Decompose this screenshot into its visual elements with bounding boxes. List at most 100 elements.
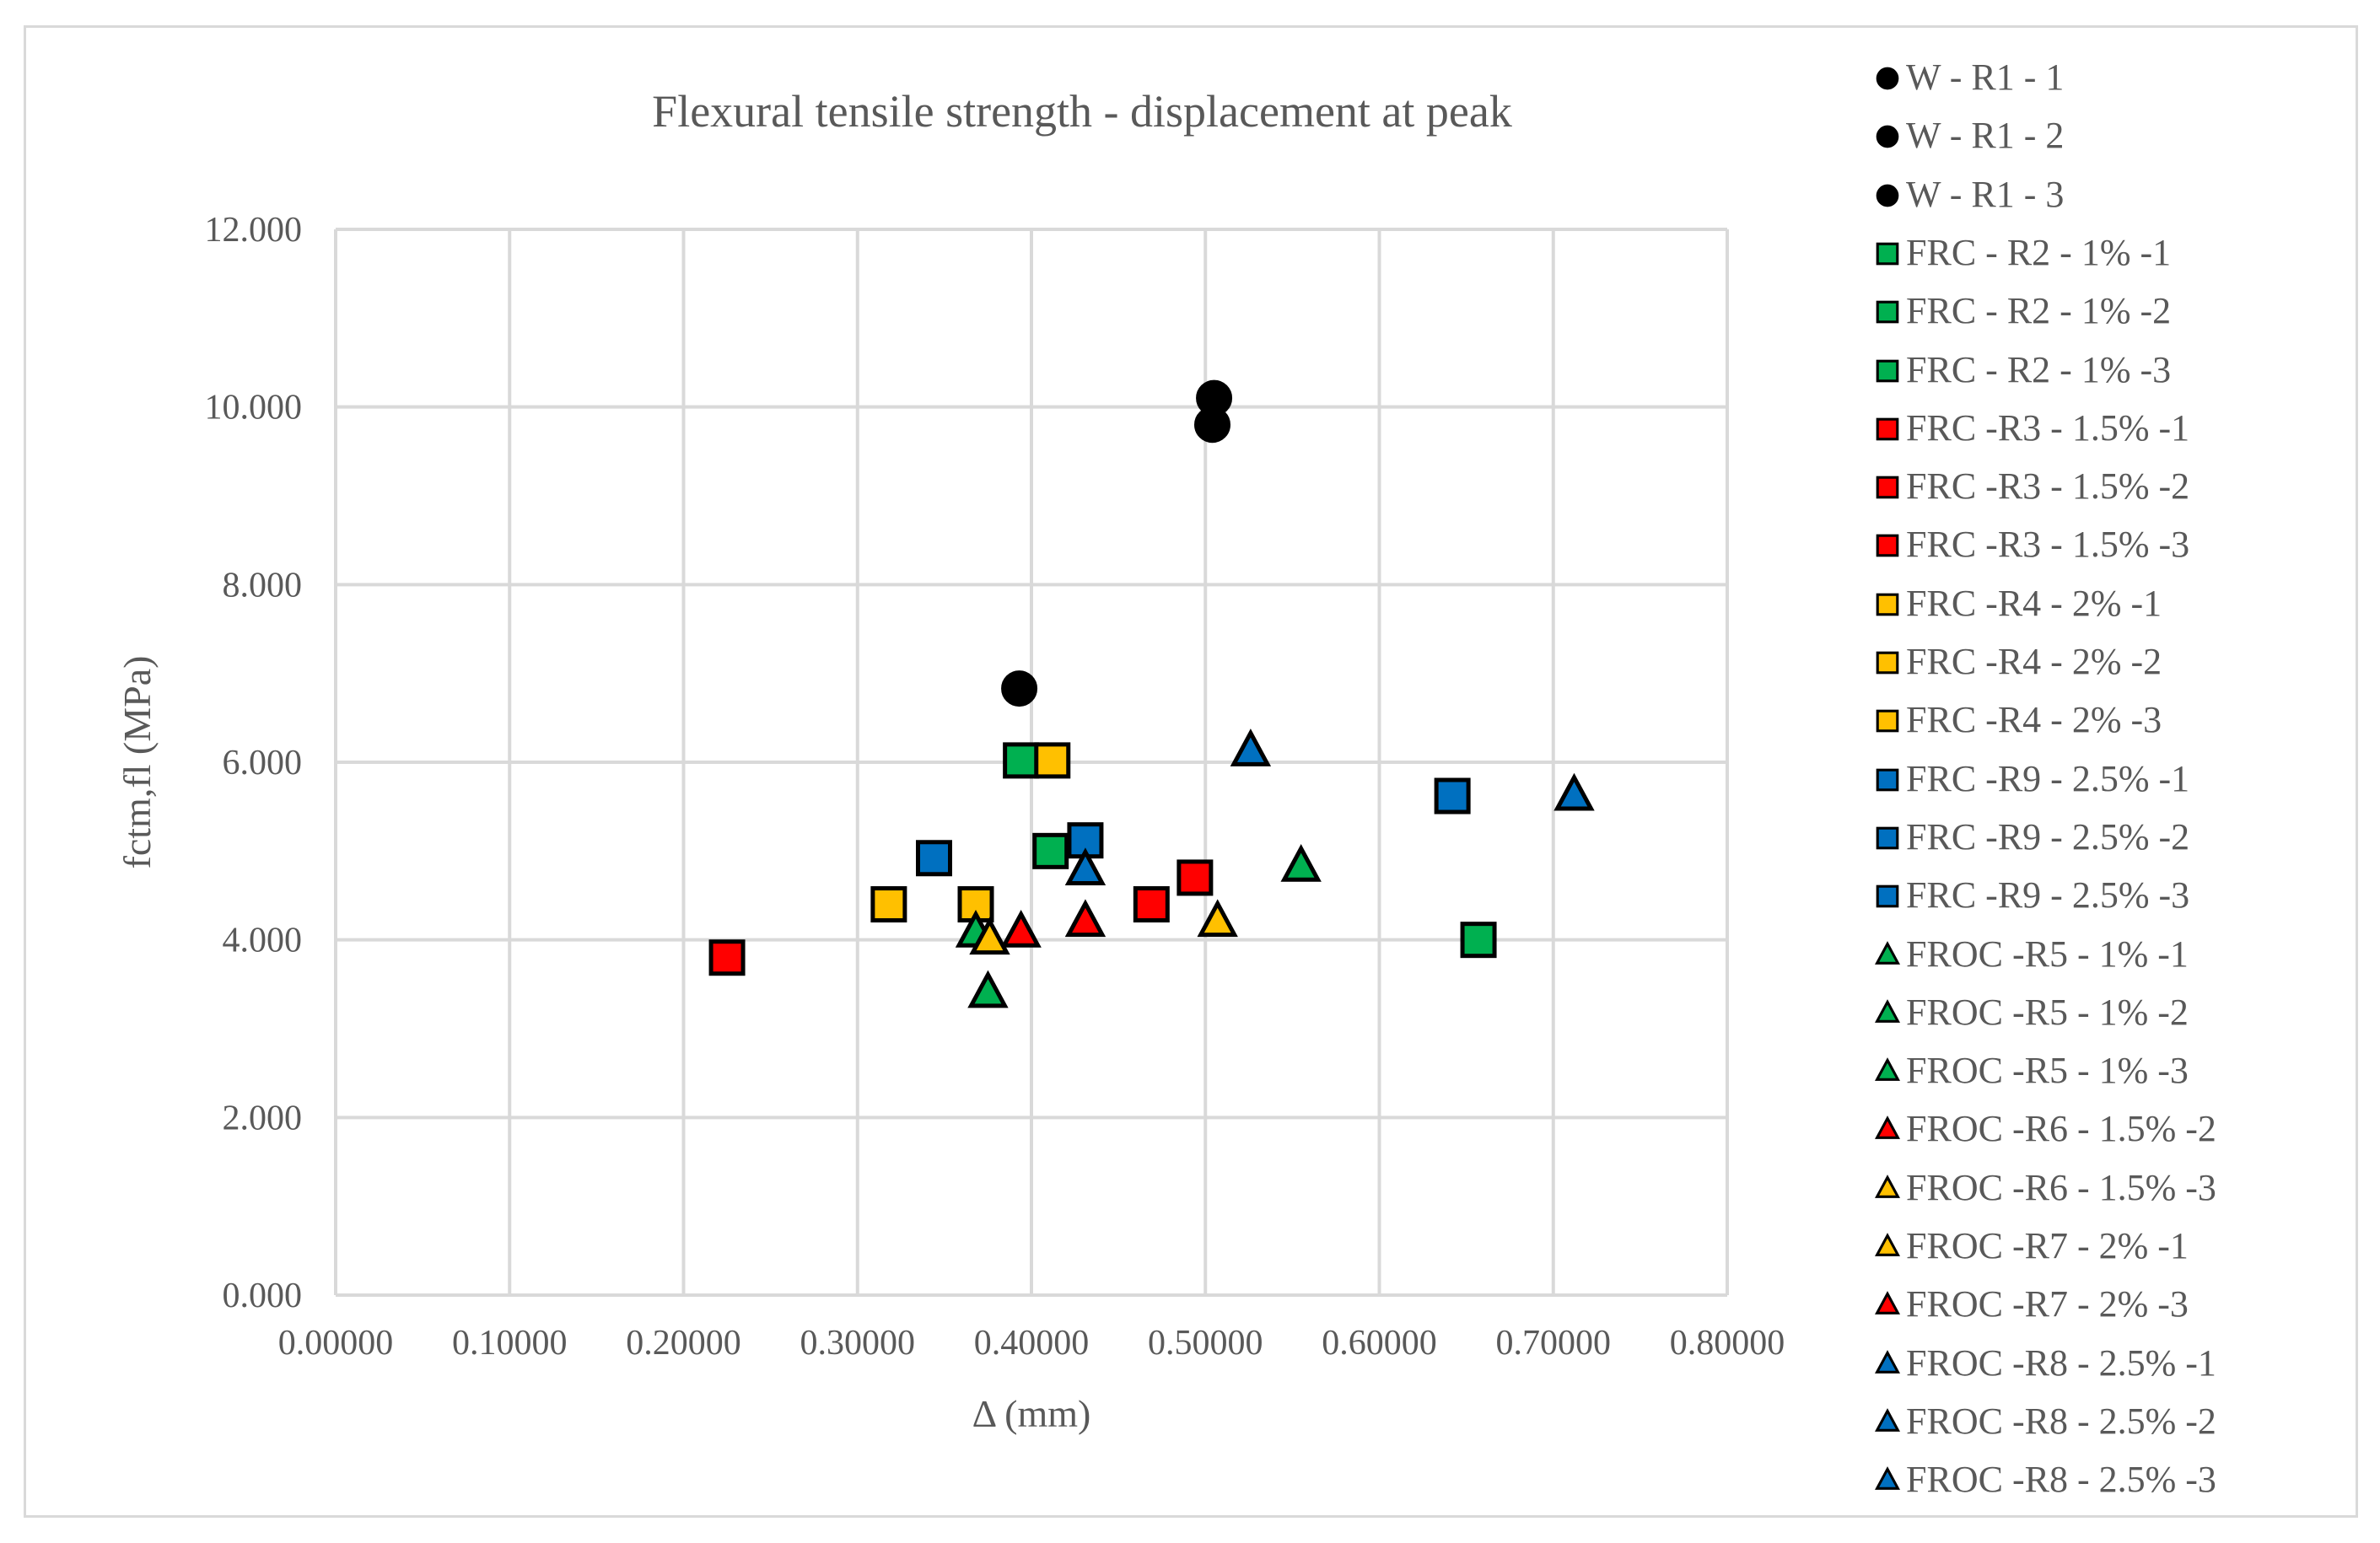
legend-item: W - R1 - 1 [1874,52,2064,103]
data-point [969,917,1010,955]
legend-marker-shape [1875,1057,1900,1081]
series-24 [1553,772,1595,811]
legend-item: FROC -R8 - 2.5% -2 [1874,1396,2216,1447]
legend-item: FROC -R8 - 2.5% -3 [1874,1454,2216,1505]
circle-marker-icon [1874,181,1901,208]
square-marker-icon [1874,707,1901,734]
legend-item: FRC -R9 - 2.5% -3 [1874,870,2189,921]
y-tick-label: 2.000 [223,1099,303,1137]
series-17 [1280,844,1322,882]
legend-label: FROC -R7 - 2% -3 [1906,1283,2189,1325]
triangle-marker-icon [1874,1116,1901,1142]
legend-marker-svg [1876,593,1899,616]
legend-label: FRC -R9 - 2.5% -1 [1906,757,2190,799]
data-point [1034,742,1071,779]
data-point [916,840,952,877]
legend-label: FROC -R5 - 1% -3 [1906,1050,2189,1092]
data-point [1230,728,1272,766]
y-tick-label: 0.000 [223,1277,303,1315]
legend-marker-svg [1875,1233,1900,1256]
legend-label: FRC -R3 - 1.5% -1 [1906,406,2190,449]
legend-marker-shape [1876,884,1899,908]
legend-marker-svg [1876,826,1899,850]
legend-marker-shape [1876,125,1899,148]
series-20 [1197,899,1238,938]
triangle-marker-icon [1874,1233,1901,1260]
series-5 [1460,922,1497,959]
chart-frame [24,25,2358,1518]
legend-label: FRC -R4 - 2% -3 [1906,699,2162,741]
legend-label: FROC -R5 - 1% -2 [1906,991,2189,1033]
legend-item: FRC -R9 - 2.5% -1 [1874,754,2189,804]
legend-label: FRC -R3 - 1.5% -3 [1906,524,2190,566]
legend-marker-svg [1876,476,1899,499]
y-tick-label: 10.000 [205,389,303,427]
y-tick-label: 6.000 [223,744,303,782]
x-tick-label: 0.00000 [278,1324,394,1363]
triangle-marker-icon [1874,1407,1901,1435]
legend-item: FRC - R2 - 1% -1 [1874,228,2171,278]
data-point [1197,899,1238,938]
series-8 [1177,859,1214,896]
data-point [1177,859,1214,896]
series-21 [1064,899,1107,938]
x-tick-label: 0.80000 [1670,1324,1785,1363]
x-tick-label: 0.40000 [974,1324,1090,1363]
legend-item: FROC -R6 - 1.5% -3 [1874,1163,2216,1213]
data-point [1553,772,1595,811]
legend-marker-shape [1875,940,1900,965]
legend-marker-shape [1875,1349,1900,1374]
legend-label: W - R1 - 1 [1906,56,2065,98]
series-2 [1001,670,1038,707]
series-12 [916,840,952,877]
legend-item: FROC -R8 - 2.5% -1 [1874,1338,2216,1389]
x-tick-label: 0.50000 [1148,1324,1263,1363]
legend-label: FROC -R5 - 1% -1 [1906,933,2189,975]
legend-label: W - R1 - 2 [1906,115,2065,157]
legend-item: FRC -R3 - 1.5% -1 [1874,403,2189,454]
square-marker-icon [1874,648,1901,675]
data-point [870,886,907,923]
series-16 [967,970,1009,1008]
legend-marker-svg [1876,359,1899,382]
legend-label: FRC -R9 - 2.5% -3 [1906,874,2190,917]
legend-marker-svg [1875,1174,1900,1198]
legend-marker-svg [1875,1407,1900,1432]
legend-marker-shape [1876,242,1899,266]
legend-label: W - R1 - 3 [1906,173,2065,215]
data-point [1000,909,1042,948]
series-6 [708,939,746,976]
series-14 [1434,777,1471,815]
triangle-marker-icon [1874,1466,1901,1493]
x-tick-label: 0.60000 [1322,1324,1437,1363]
data-point [1460,922,1497,959]
legend-marker-svg [1876,242,1899,266]
x-tick-label: 0.10000 [452,1324,568,1363]
legend-item: FRC -R4 - 2% -1 [1874,578,2162,629]
legend-item: FRC -R9 - 2.5% -2 [1874,812,2189,863]
series-7 [1133,886,1170,923]
legend-marker-svg [1876,125,1899,148]
series-3 [1003,742,1040,779]
legend-marker-svg [1875,1057,1900,1081]
legend-marker-svg [1876,417,1899,441]
legend-marker-svg [1875,1466,1900,1491]
legend-marker-svg [1875,1349,1900,1374]
circle-marker-icon [1874,122,1901,149]
y-tick-label: 4.000 [223,922,303,960]
data-point [1064,899,1107,938]
data-point [1003,742,1040,779]
y-axis-label: fctm,fl (MPa) [116,656,159,869]
legend-marker-shape [1876,768,1899,791]
x-tick-label: 0.20000 [626,1324,741,1363]
x-tick-label: 0.30000 [800,1324,916,1363]
legend-label: FROC -R8 - 2.5% -1 [1906,1341,2216,1384]
legend-label: FRC - R2 - 1% -3 [1906,348,2172,390]
triangle-marker-icon [1874,1349,1901,1377]
legend-marker-shape [1876,709,1899,733]
legend-marker-shape [1875,1116,1900,1140]
data-point [708,939,746,976]
legend-marker-svg [1876,709,1899,733]
data-point [1133,886,1170,923]
square-marker-icon [1874,357,1901,384]
